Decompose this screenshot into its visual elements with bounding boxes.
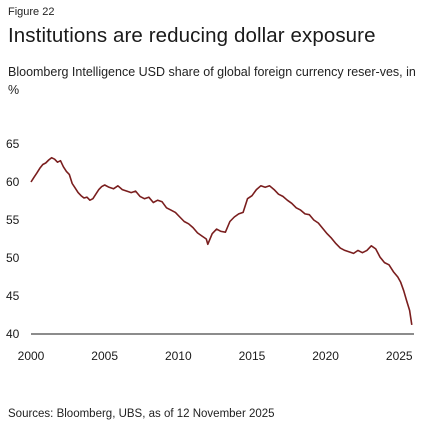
y-tick-label: 60 [6,175,20,189]
x-tick-label: 2020 [312,349,339,363]
y-tick-label: 45 [6,289,20,303]
y-tick-label: 40 [6,327,20,341]
source-note: Sources: Bloomberg, UBS, as of 12 Novemb… [8,408,275,420]
x-tick-label: 2015 [239,349,266,363]
x-tick-label: 2010 [165,349,192,363]
chart-title: Institutions are reducing dollar exposur… [8,24,376,47]
line-chart: 40 45 50 55 60 65 2000 2005 2010 2015 2020 2025 [6,137,414,363]
figure-label: Figure 22 [8,6,55,18]
series-line [30,156,413,326]
y-axis-ticks: 40 45 50 55 60 65 [6,137,20,341]
x-axis-ticks: 2000 2005 2010 2015 2020 2025 [18,349,413,363]
x-tick-label: 2025 [386,349,413,363]
x-tick-label: 2005 [91,349,118,363]
y-tick-label: 50 [6,251,20,265]
y-tick-label: 65 [6,137,20,151]
y-tick-label: 55 [6,213,20,227]
chart-subtitle: Bloomberg Intelligence USD share of glob… [8,65,416,97]
x-tick-label: 2000 [18,349,45,363]
